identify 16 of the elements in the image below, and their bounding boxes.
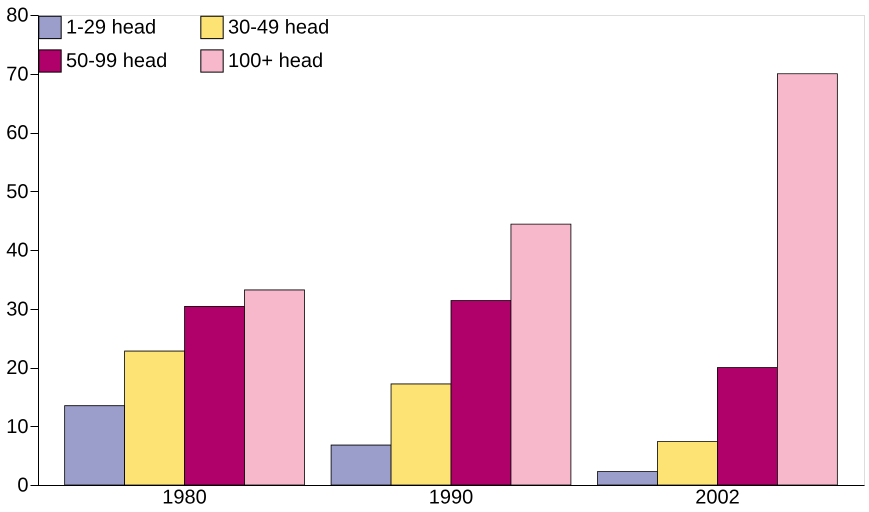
legend-label: 30-49 head — [228, 16, 330, 38]
legend-label: 100+ head — [228, 50, 324, 72]
legend-label: 50-99 head — [66, 50, 168, 72]
x-tick-label: 1990 — [428, 486, 474, 508]
y-tick-label: 50 — [6, 180, 28, 203]
y-tick-label: 60 — [6, 122, 28, 144]
y-tick-label: 20 — [6, 357, 28, 379]
y-tick-label: 80 — [6, 4, 28, 26]
legend-label: 1-29 head — [66, 16, 156, 38]
x-tick-label: 1980 — [162, 486, 207, 508]
y-tick-label: 70 — [6, 63, 28, 86]
y-tick-label: 0 — [17, 474, 28, 496]
y-tick-label: 30 — [6, 298, 28, 320]
x-tick-label: 2002 — [695, 486, 740, 508]
y-tick-label: 40 — [6, 240, 28, 262]
y-tick-label: 10 — [6, 416, 28, 438]
